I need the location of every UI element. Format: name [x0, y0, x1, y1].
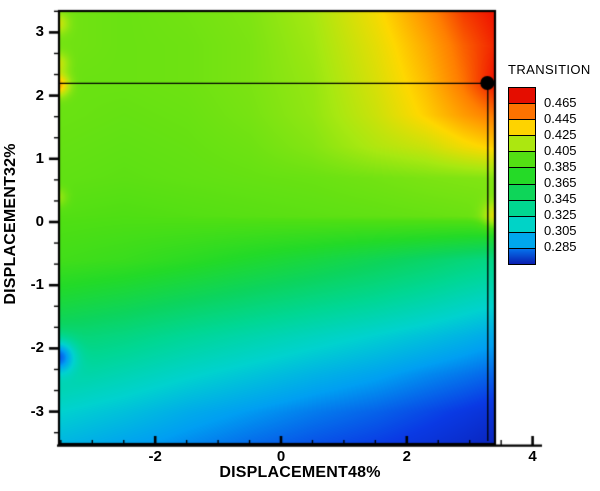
legend-color-band — [509, 200, 535, 217]
legend-color-band — [509, 120, 535, 137]
y-tick-label: -3 — [30, 402, 44, 420]
legend-color-band — [509, 136, 535, 153]
legend-value-label: 0.445 — [544, 111, 577, 126]
colorbar-title: TRANSITION — [508, 62, 591, 77]
y-tick-label: -2 — [30, 339, 44, 357]
y-tick-label: 0 — [35, 213, 44, 230]
x-tick-label: -2 — [148, 448, 162, 465]
x-axis-title: DISPLACEMENT48% — [219, 464, 381, 481]
x-tick-label: 4 — [528, 448, 537, 465]
y-tick-label: 3 — [35, 23, 44, 41]
legend-color-band — [509, 88, 535, 105]
legend-value-label: 0.425 — [544, 127, 577, 142]
legend-value-label: 0.345 — [544, 191, 577, 206]
legend-color-band — [509, 168, 535, 185]
legend-color-band — [509, 248, 535, 265]
colorbar — [508, 87, 536, 265]
legend-value-label: 0.365 — [544, 175, 577, 190]
y-tick-label: 2 — [35, 86, 44, 104]
y-tick-label: -1 — [30, 276, 44, 294]
legend-color-band — [509, 232, 535, 249]
legend-value-label: 0.465 — [544, 95, 577, 110]
legend-value-label: 0.285 — [544, 239, 577, 254]
x-tick-label: 2 — [402, 448, 411, 465]
legend-value-label: 0.325 — [544, 207, 577, 222]
legend-color-band — [509, 152, 535, 169]
x-tick-label: 0 — [276, 448, 286, 465]
legend-color-band — [509, 104, 535, 121]
legend-value-label: 0.305 — [544, 223, 577, 238]
legend-color-band — [509, 184, 535, 201]
y-tick-label: 1 — [35, 149, 44, 167]
legend-color-band — [509, 216, 535, 233]
legend-value-label: 0.385 — [544, 159, 577, 174]
legend-value-label: 0.405 — [544, 143, 577, 158]
colorbar-legend: TRANSITION 0.465 0.445 0.425 0.405 0.385 0.36… — [506, 60, 600, 290]
y-axis-title: DISPLACEMENT32% — [2, 143, 19, 305]
